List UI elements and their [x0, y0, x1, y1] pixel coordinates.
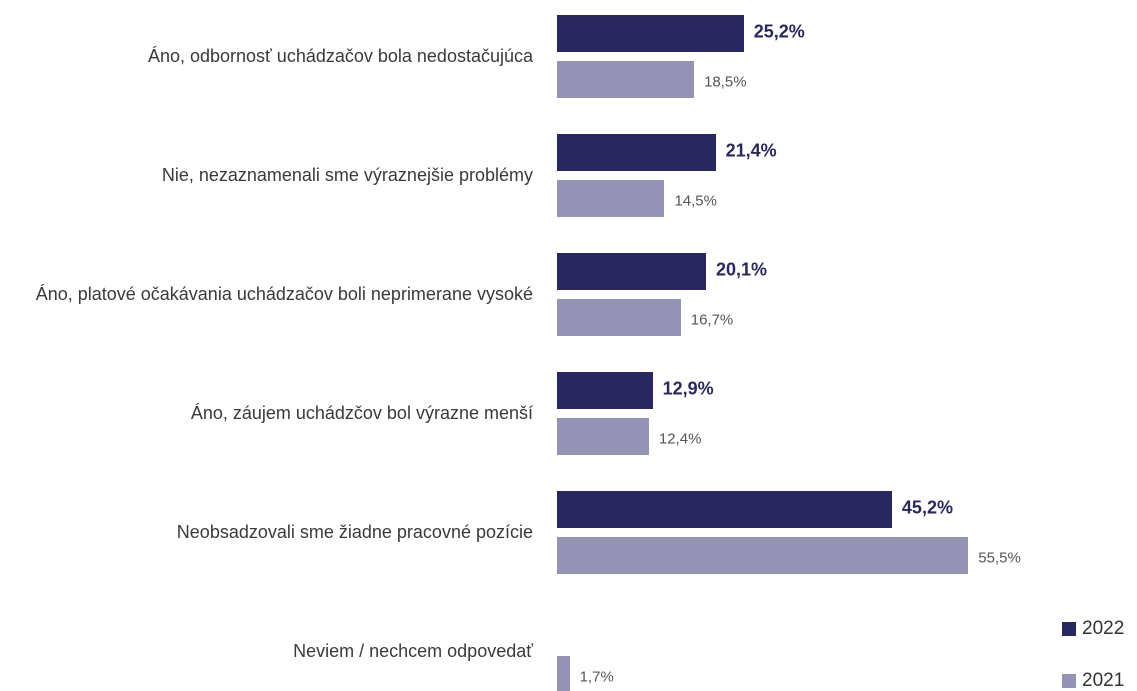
value-label: 55,5%: [978, 549, 1021, 566]
bar: [557, 134, 716, 171]
category-label: Áno, platové očakávania uchádzačov boli …: [35, 284, 533, 304]
value-label: 1,7%: [579, 668, 614, 685]
value-label: 16,7%: [690, 311, 734, 328]
bar: [557, 537, 969, 574]
value-label: 14,5%: [674, 192, 717, 209]
value-label: 12,4%: [658, 430, 702, 447]
value-label: 45,2%: [901, 497, 953, 517]
legend-swatch: [1062, 622, 1076, 636]
bar: [557, 15, 744, 52]
legend-item: 2022: [1062, 618, 1124, 640]
bar: [557, 61, 695, 98]
bar: [557, 372, 653, 409]
value-label: 21,4%: [725, 140, 777, 160]
bar: [557, 299, 681, 336]
legend-swatch: [1062, 674, 1076, 688]
bar: [557, 418, 649, 455]
bar: [557, 253, 706, 290]
category-label: Nie, nezaznamenali sme výraznejšie probl…: [161, 165, 533, 185]
bar: [557, 180, 665, 217]
bar: [557, 491, 892, 528]
value-label: 18,5%: [704, 73, 747, 90]
legend-label: 2022: [1082, 618, 1125, 639]
category-label: Neobsadzovali sme žiadne pracovné pozíci…: [176, 522, 533, 542]
category-label: Neviem / nechcem odpovedať: [293, 641, 533, 661]
legend-item: 2021: [1062, 670, 1124, 691]
value-label: 20,1%: [715, 259, 767, 279]
bar: [557, 656, 570, 691]
legend-label: 2021: [1082, 670, 1125, 691]
value-label: 25,2%: [753, 21, 805, 41]
category-label: Áno, odbornosť uchádzačov bola nedostaču…: [147, 46, 533, 66]
category-label: Áno, záujem uchádzčov bol výrazne menší: [190, 403, 533, 423]
value-label: 12,9%: [662, 378, 714, 398]
